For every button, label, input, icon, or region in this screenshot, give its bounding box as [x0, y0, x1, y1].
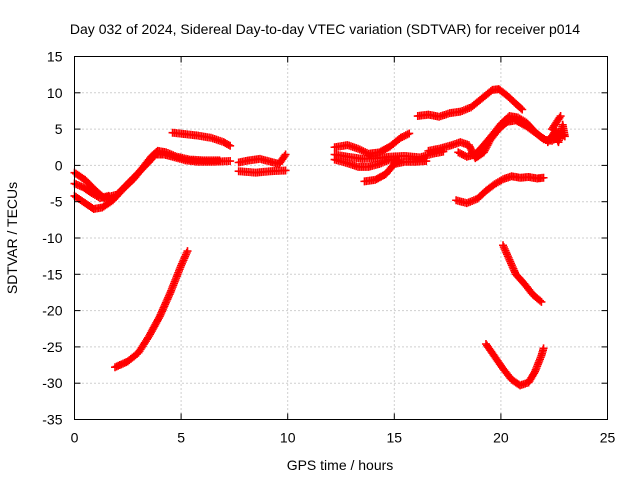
series-track-09	[330, 129, 414, 158]
data-point	[555, 113, 564, 122]
x-tick-label: 25	[600, 430, 616, 446]
data-point	[226, 141, 235, 150]
data-point	[224, 140, 233, 149]
y-tick-label: 5	[55, 121, 63, 137]
data-point	[556, 112, 565, 121]
series-track-07	[111, 247, 192, 372]
y-tick-label: -5	[50, 194, 63, 210]
data-point	[281, 166, 290, 175]
x-tick-label: 0	[71, 430, 79, 446]
series-track-03	[70, 179, 113, 203]
series-track-05	[234, 150, 290, 168]
data-point	[516, 104, 525, 113]
data-point	[405, 129, 414, 138]
data-point	[354, 144, 363, 153]
data-point	[538, 134, 547, 143]
data-point	[539, 173, 548, 182]
data-point	[215, 156, 224, 165]
data-point	[535, 296, 544, 305]
y-axis-label: SDTVAR / TECUs	[4, 182, 20, 294]
data-series	[70, 85, 569, 390]
plot-frame	[74, 56, 608, 420]
y-tick-label: 10	[47, 85, 63, 101]
series-track-06	[234, 166, 290, 177]
data-point	[422, 157, 431, 166]
series-track-04	[168, 128, 235, 150]
data-point	[183, 247, 192, 256]
series-track-13	[413, 85, 527, 121]
series-track-16	[543, 112, 569, 147]
x-tick-label: 15	[387, 430, 403, 446]
y-tick-label: -30	[42, 375, 62, 391]
y-tick-label: -15	[42, 266, 62, 282]
y-tick-label: 15	[47, 49, 63, 65]
series-track-17	[499, 241, 546, 306]
y-tick-label: 0	[55, 157, 63, 173]
axis-ticks: 0 5 10 15 20 25 15 10 5 0 -5 -10 -15 -20 -25 -30 -35	[42, 49, 615, 446]
data-point	[281, 150, 290, 159]
series-track-18	[481, 339, 548, 390]
data-point	[403, 130, 412, 139]
data-point	[226, 157, 235, 166]
y-tick-label: -20	[42, 303, 62, 319]
data-point	[357, 146, 366, 155]
y-tick-label: -35	[42, 412, 62, 428]
y-tick-label: -25	[42, 339, 62, 355]
series-track-02	[70, 146, 224, 213]
data-point	[104, 191, 113, 200]
data-point	[539, 344, 548, 353]
data-point	[537, 297, 546, 306]
x-tick-label: 10	[280, 430, 296, 446]
data-point	[518, 105, 527, 114]
grid	[74, 56, 608, 420]
series-track-10	[330, 155, 403, 171]
data-point	[361, 148, 370, 157]
y-tick-label: -10	[42, 230, 62, 246]
series-track-15	[452, 172, 548, 208]
data-point	[280, 152, 289, 161]
x-tick-label: 20	[493, 430, 509, 446]
series-track-14	[454, 112, 548, 161]
chart-title: Day 032 of 2024, Sidereal Day-to-day VTE…	[70, 21, 580, 37]
data-point	[355, 145, 364, 154]
data-point	[359, 147, 368, 156]
x-tick-label: 5	[177, 430, 185, 446]
series-track-11	[360, 157, 431, 186]
x-axis-label: GPS time / hours	[287, 457, 394, 473]
